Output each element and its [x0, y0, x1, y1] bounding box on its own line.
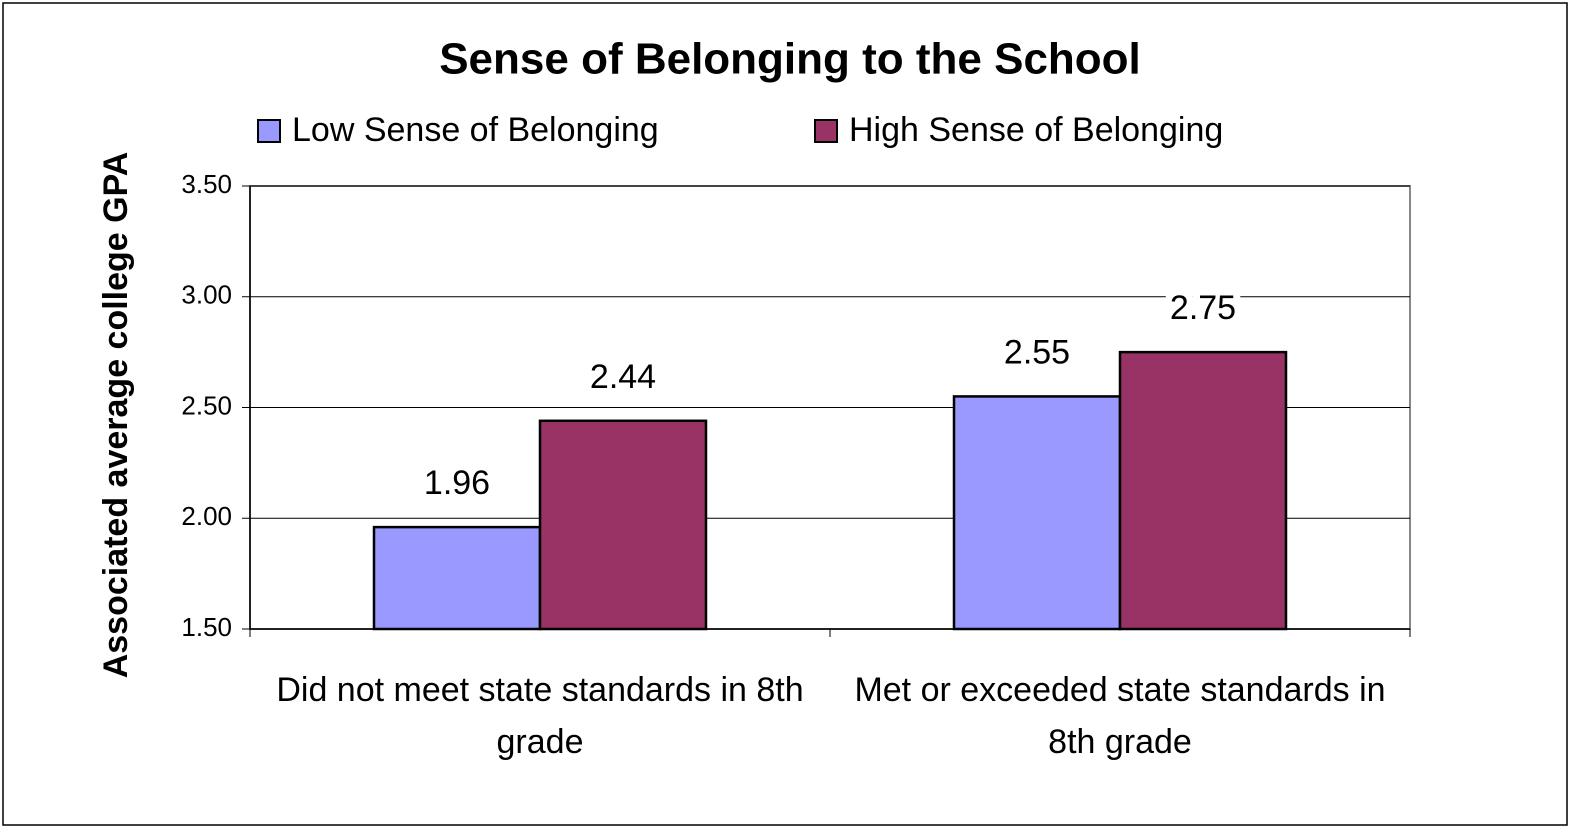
bar — [1118, 350, 1288, 631]
y-tick-label: 1.50 — [181, 612, 232, 642]
y-tick-label: 2.50 — [181, 390, 232, 420]
bar — [538, 419, 708, 631]
bar — [372, 525, 542, 631]
data-label: 2.44 — [590, 358, 656, 396]
y-axis-title: Associated average college GPA — [97, 152, 135, 679]
bar — [952, 395, 1122, 631]
chart-title: Sense of Belonging to the School — [439, 35, 1141, 84]
legend-swatch — [257, 119, 281, 143]
legend-label: Low Sense of Belonging — [292, 111, 659, 149]
data-label: 2.55 — [1004, 333, 1070, 371]
legend-swatch — [814, 119, 838, 143]
data-label: 2.75 — [1170, 289, 1236, 327]
y-tick-label: 3.00 — [181, 280, 232, 310]
x-tick-label: Met or exceeded state standards in 8th g… — [854, 671, 1386, 761]
data-label: 1.96 — [424, 464, 490, 502]
y-tick-label: 3.50 — [181, 169, 232, 199]
legend-label: High Sense of Belonging — [849, 111, 1223, 149]
x-tick-label: Did not meet state standards in 8th grad… — [276, 671, 804, 761]
y-tick-label: 2.00 — [181, 501, 232, 531]
